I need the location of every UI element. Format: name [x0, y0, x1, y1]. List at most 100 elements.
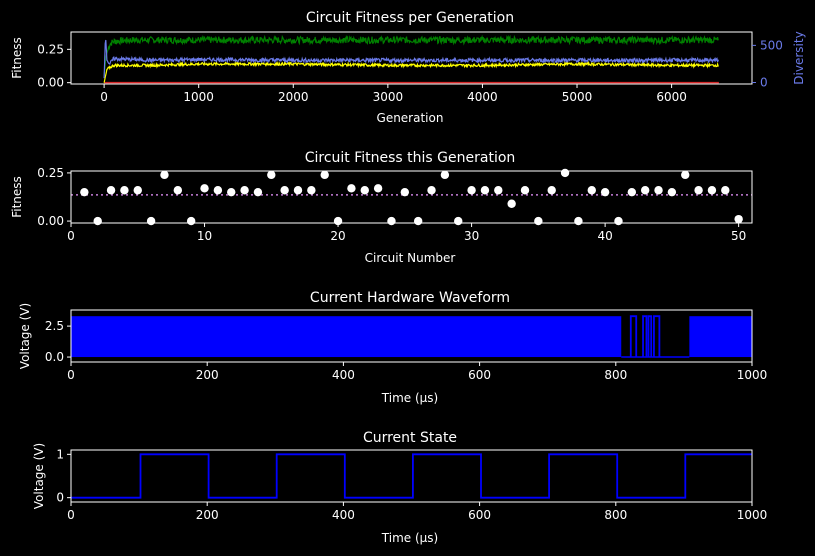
circuit-point: [106, 186, 116, 195]
p4-xtick-label: 200: [196, 508, 219, 522]
panel3-title: Current Hardware Waveform: [310, 290, 510, 306]
p2-xtick-label: 40: [597, 229, 612, 243]
circuit-point: [253, 187, 263, 197]
p3-xtick-label: 400: [332, 368, 355, 382]
circuit-point: [186, 216, 196, 226]
panel4-axes: 0 200 400 600 800 1000 0 1: [56, 447, 767, 522]
p3-ytick-label: 2.5: [45, 319, 64, 333]
circuit-point: [587, 186, 596, 195]
circuit-point: [560, 168, 570, 178]
panel-fitness-per-generation: Circuit Fitness per Generation 0 1000 2000…: [10, 10, 806, 125]
circuit-point: [373, 184, 383, 193]
waveform-dense-block: [71, 316, 622, 358]
circuit-point: [627, 187, 637, 197]
p1-xtick-label: 1000: [183, 90, 214, 104]
circuit-point: [347, 184, 356, 193]
p4-ytick-label: 0: [56, 491, 64, 505]
circuit-point: [467, 186, 476, 195]
circuit-point: [320, 170, 329, 180]
circuit-point: [360, 186, 369, 195]
circuit-point: [267, 170, 276, 180]
circuit-point: [146, 216, 156, 226]
circuit-point: [213, 186, 223, 195]
state-square-wave: [71, 453, 752, 499]
circuit-point: [507, 199, 516, 208]
circuit-point: [681, 170, 690, 180]
p1-right-tick-label: 500: [760, 38, 783, 52]
series-diversity-line: [103, 39, 719, 79]
p3-xtick-label: 600: [468, 368, 491, 382]
p2-ytick-label: 0.25: [37, 166, 64, 180]
panel2-title: Circuit Fitness this Generation: [305, 150, 516, 166]
p1-ytick-label: 0.25: [37, 42, 64, 56]
panel4-marks: [71, 453, 752, 499]
p1-xtick-label: 0: [100, 90, 108, 104]
p3-xtick-label: 0: [67, 368, 75, 382]
p3-xtick-label: 1000: [737, 368, 768, 382]
circuit-point: [654, 186, 663, 195]
circuit-point: [293, 186, 303, 195]
circuit-point: [694, 186, 703, 195]
p4-ytick-label: 1: [56, 447, 64, 461]
p1-ytick-label: 0.00: [37, 76, 64, 90]
circuit-point: [160, 170, 169, 180]
circuit-point: [80, 187, 89, 197]
circuit-point: [574, 216, 583, 226]
p1-xtick-label: 4000: [467, 90, 498, 104]
circuit-point: [534, 216, 543, 226]
p4-xtick-label: 600: [468, 508, 491, 522]
series-best-line: [103, 34, 719, 77]
circuit-point: [120, 186, 129, 195]
p4-xtick-label: 400: [332, 508, 355, 522]
panel2-xlabel: Circuit Number: [365, 251, 456, 265]
panel2-marks: [71, 168, 752, 226]
circuit-point: [520, 186, 530, 195]
p3-xtick-label: 200: [196, 368, 219, 382]
circuit-point: [413, 216, 423, 226]
circuit-point: [640, 186, 650, 195]
panel3-marks: [71, 315, 752, 358]
panel1-ylabel: Fitness: [10, 37, 24, 79]
p2-xtick-label: 20: [330, 229, 345, 243]
circuit-point: [600, 187, 610, 197]
circuit-point: [133, 186, 142, 195]
p2-ytick-label: 0.00: [37, 214, 64, 228]
p1-xtick-label: 2000: [278, 90, 309, 104]
series-mean-line: [103, 60, 719, 83]
panel1-ylabel-right: Diversity: [792, 31, 806, 84]
circuit-point: [427, 186, 436, 195]
panel3-axes: 0 200 400 600 800 1000 0.0 2.5: [45, 319, 767, 382]
p4-xtick-label: 800: [604, 508, 627, 522]
panel3-xlabel: Time (µs): [381, 391, 438, 405]
circuit-point: [280, 186, 289, 195]
circuit-point: [440, 170, 450, 180]
p4-xtick-label: 0: [67, 508, 75, 522]
circuit-point: [387, 216, 396, 226]
panel4-ylabel: Voltage (V): [32, 443, 46, 509]
panel1-frame: [70, 31, 753, 85]
p1-xtick-label: 6000: [656, 90, 687, 104]
circuit-point: [707, 186, 717, 195]
circuit-point: [240, 186, 249, 195]
circuit-point: [93, 216, 102, 226]
p2-xtick-label: 30: [464, 229, 479, 243]
panel-hardware-waveform: Current Hardware Waveform 0 200 400 600 800 1…: [18, 290, 767, 405]
p2-xtick-label: 0: [67, 229, 75, 243]
panel2-ylabel: Fitness: [10, 176, 24, 218]
p4-xtick-label: 1000: [737, 508, 768, 522]
circuit-point: [480, 186, 490, 195]
circuit-point: [400, 187, 410, 197]
waveform-pulse: [647, 315, 653, 358]
circuit-point: [307, 186, 316, 195]
circuit-point: [173, 186, 183, 195]
panel-fitness-this-generation: Circuit Fitness this Generation 0 10 20 30 4…: [10, 150, 753, 265]
waveform-pulse: [642, 315, 648, 358]
circuit-point: [614, 216, 623, 226]
panel-current-state: Current State 0 200 400 600 800 1000 0 1 Time (…: [32, 430, 767, 545]
waveform-pulse: [629, 315, 638, 358]
waveform-pulse: [653, 315, 661, 358]
panel4-title: Current State: [363, 430, 457, 446]
panel1-title: Circuit Fitness per Generation: [306, 10, 514, 26]
circuit-point: [547, 186, 556, 195]
